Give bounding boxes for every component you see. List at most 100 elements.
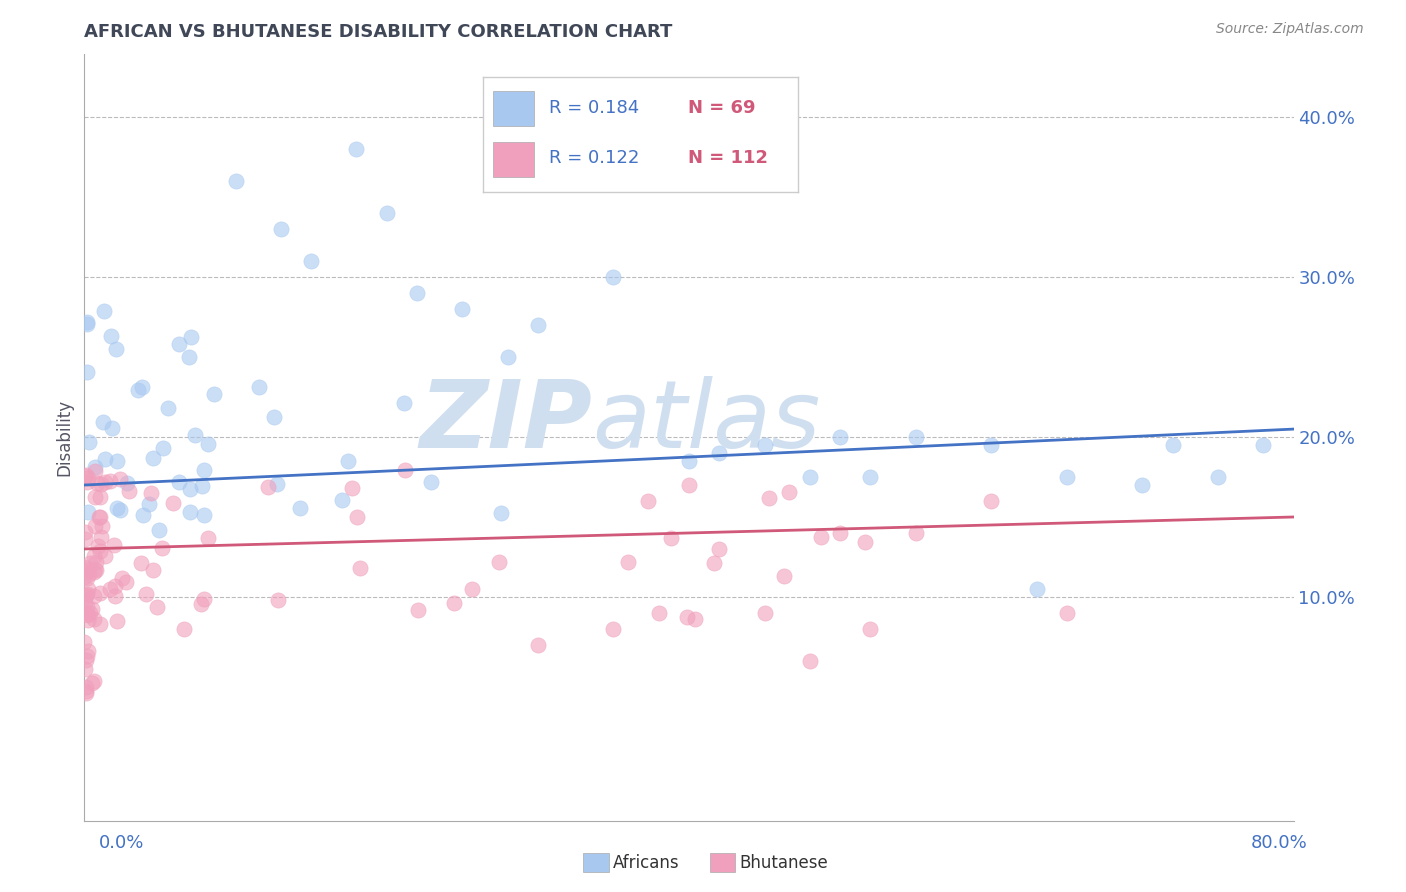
Text: Source: ZipAtlas.com: Source: ZipAtlas.com bbox=[1216, 22, 1364, 37]
Text: Bhutanese: Bhutanese bbox=[740, 854, 828, 871]
Point bbox=[225, 174, 247, 188]
Point bbox=[142, 451, 165, 466]
Point bbox=[179, 505, 201, 519]
Point bbox=[330, 493, 353, 508]
Point bbox=[980, 438, 1002, 452]
Point bbox=[84, 464, 107, 478]
Point bbox=[100, 328, 122, 343]
Point bbox=[197, 437, 219, 451]
Point bbox=[75, 562, 97, 576]
Point bbox=[86, 539, 108, 553]
Point bbox=[86, 475, 108, 490]
Point bbox=[103, 578, 125, 592]
Point bbox=[76, 587, 98, 601]
Point bbox=[193, 591, 215, 606]
Point bbox=[179, 350, 201, 364]
Point bbox=[1253, 438, 1275, 452]
Point bbox=[73, 662, 96, 676]
Point bbox=[193, 463, 215, 477]
Point bbox=[75, 607, 97, 621]
Point bbox=[202, 387, 225, 401]
Point bbox=[89, 586, 111, 600]
Point bbox=[859, 470, 882, 484]
Point bbox=[76, 314, 98, 328]
Point bbox=[256, 480, 278, 494]
Point bbox=[79, 566, 101, 581]
Point bbox=[83, 590, 105, 604]
Text: 80.0%: 80.0% bbox=[1251, 834, 1308, 852]
Point bbox=[105, 614, 128, 628]
Point bbox=[678, 478, 700, 492]
Point bbox=[77, 613, 100, 627]
Point bbox=[290, 501, 312, 516]
Point bbox=[488, 555, 510, 569]
Point bbox=[83, 459, 105, 474]
Point bbox=[375, 206, 398, 220]
Point bbox=[79, 556, 101, 570]
Point bbox=[89, 617, 111, 632]
Point bbox=[266, 477, 288, 491]
Point bbox=[173, 622, 195, 636]
Point bbox=[98, 475, 121, 489]
Point bbox=[83, 612, 105, 626]
Point bbox=[709, 541, 731, 556]
Point bbox=[79, 606, 101, 620]
Point bbox=[73, 469, 96, 483]
Point bbox=[443, 596, 465, 610]
Point bbox=[527, 318, 550, 333]
Point bbox=[1056, 470, 1078, 484]
Point bbox=[1206, 470, 1229, 484]
Point bbox=[406, 603, 429, 617]
Text: atlas: atlas bbox=[592, 376, 821, 467]
Point bbox=[76, 599, 98, 614]
Point bbox=[76, 318, 98, 332]
Point bbox=[451, 302, 474, 317]
Point bbox=[98, 582, 121, 596]
Point bbox=[94, 452, 117, 467]
Point bbox=[157, 401, 180, 415]
Point bbox=[461, 582, 484, 597]
Point bbox=[77, 582, 100, 596]
Point bbox=[1056, 606, 1078, 620]
Point bbox=[93, 303, 115, 318]
Point bbox=[83, 673, 105, 688]
Point bbox=[394, 463, 416, 477]
Point bbox=[76, 649, 98, 664]
Point bbox=[104, 589, 127, 603]
Point bbox=[754, 606, 776, 620]
Point bbox=[75, 566, 97, 580]
Point bbox=[73, 634, 96, 648]
Point bbox=[247, 380, 270, 394]
Point bbox=[131, 380, 153, 394]
Point bbox=[810, 530, 832, 544]
Point bbox=[75, 588, 97, 602]
Point bbox=[131, 556, 153, 570]
Point bbox=[80, 602, 103, 616]
Point bbox=[799, 654, 821, 668]
Point bbox=[75, 468, 97, 483]
Point bbox=[904, 430, 927, 444]
Point bbox=[90, 477, 112, 491]
Point bbox=[84, 563, 107, 577]
Point bbox=[135, 587, 157, 601]
Point bbox=[76, 607, 98, 622]
Point bbox=[76, 571, 98, 585]
Point bbox=[83, 549, 105, 563]
Point bbox=[1025, 582, 1047, 596]
Point bbox=[190, 598, 212, 612]
Point bbox=[859, 622, 882, 636]
Point bbox=[346, 143, 368, 157]
Point bbox=[75, 560, 97, 574]
Text: ZIP: ZIP bbox=[419, 376, 592, 467]
Point bbox=[77, 505, 100, 519]
Point bbox=[138, 497, 160, 511]
Point bbox=[527, 638, 550, 652]
Point bbox=[349, 560, 371, 574]
Point bbox=[77, 644, 100, 658]
Point bbox=[110, 472, 132, 486]
Point bbox=[637, 494, 659, 508]
Point bbox=[76, 475, 98, 489]
Point bbox=[703, 557, 725, 571]
Point bbox=[266, 592, 288, 607]
Point bbox=[709, 446, 731, 460]
